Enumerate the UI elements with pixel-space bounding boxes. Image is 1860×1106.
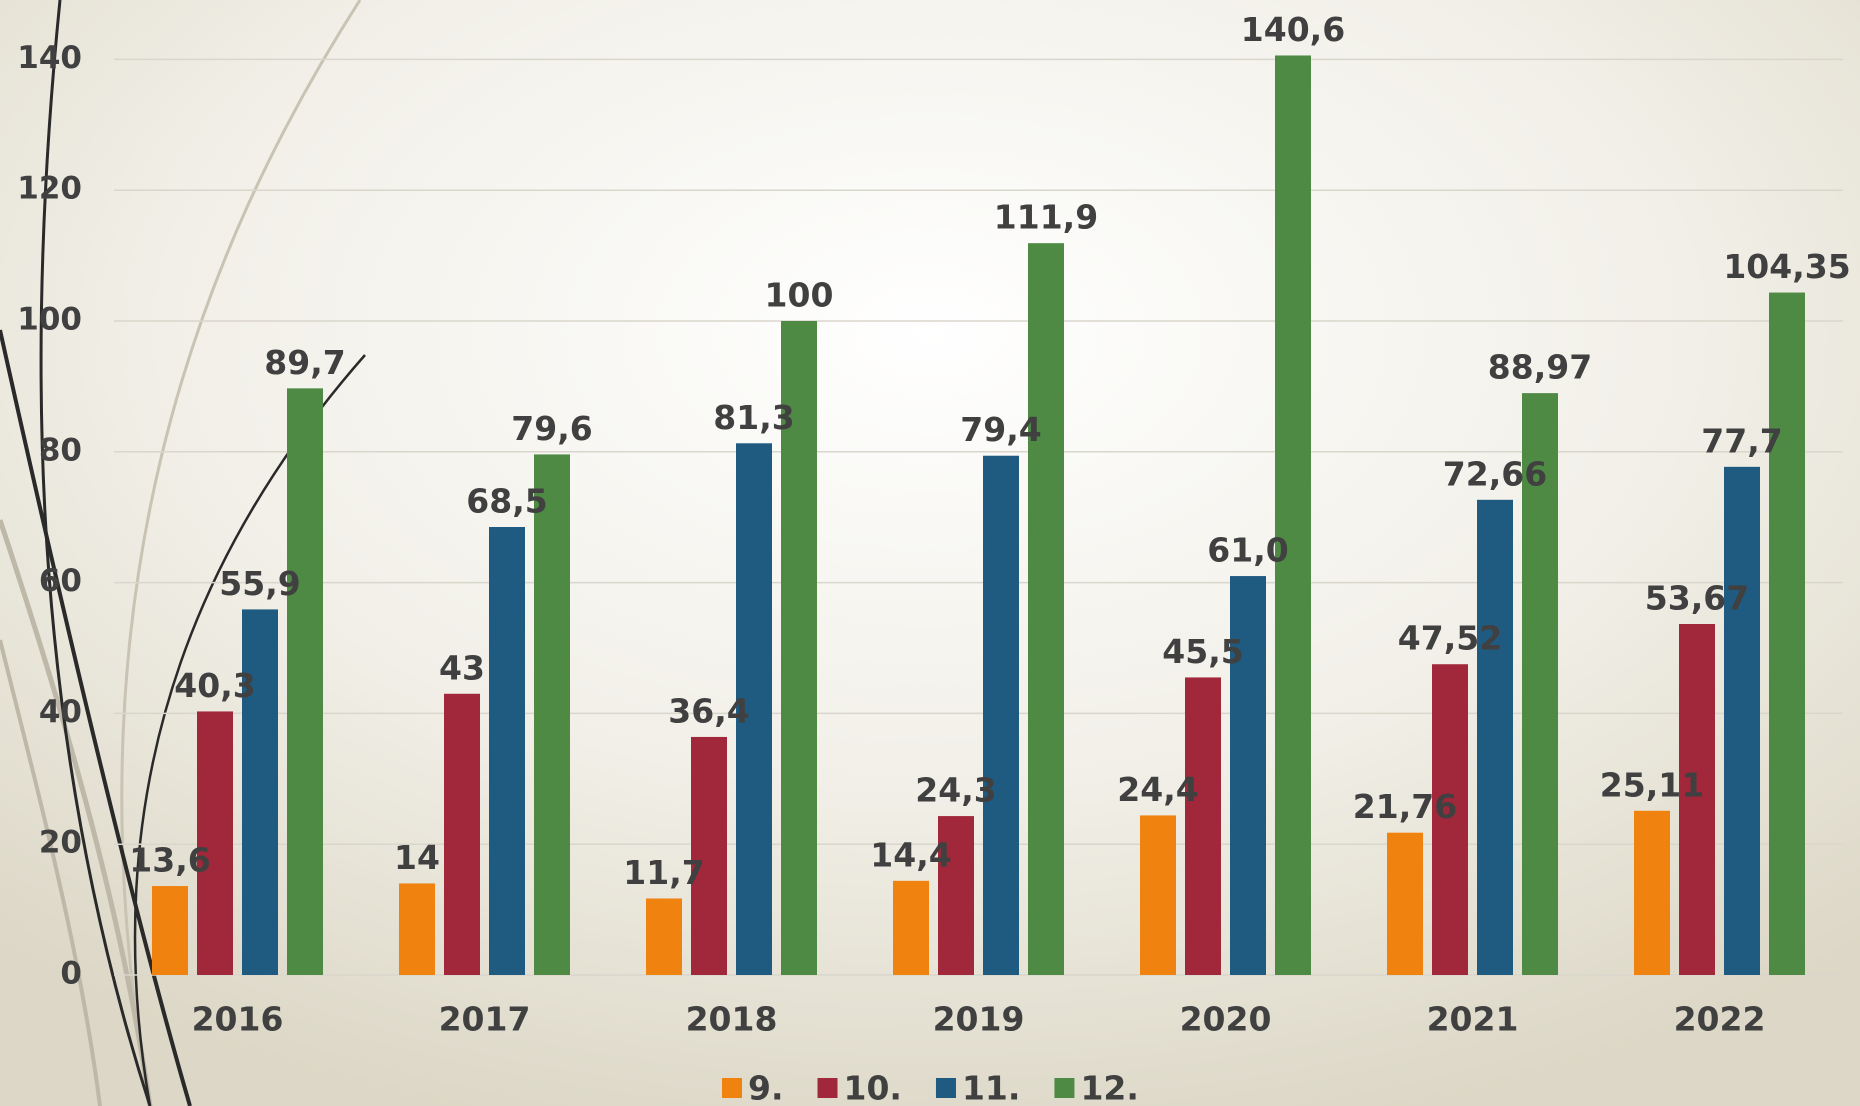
bar bbox=[938, 816, 974, 975]
bar bbox=[1634, 810, 1670, 975]
bar bbox=[1724, 466, 1760, 975]
bar bbox=[399, 883, 435, 975]
x-tick-label: 2016 bbox=[192, 1000, 284, 1039]
legend-swatch bbox=[817, 1078, 838, 1098]
value-label: 43 bbox=[439, 648, 485, 687]
value-label: 100 bbox=[765, 276, 834, 315]
bar bbox=[1140, 815, 1176, 975]
value-label: 81,3 bbox=[713, 398, 794, 437]
bar bbox=[489, 527, 525, 975]
value-label: 140,6 bbox=[1241, 10, 1345, 49]
y-tick-label: 20 bbox=[39, 825, 82, 861]
bar bbox=[1387, 832, 1423, 975]
bar bbox=[1028, 243, 1064, 975]
bar bbox=[1275, 55, 1311, 975]
legend-label: 9. bbox=[748, 1069, 784, 1106]
y-tick-label: 80 bbox=[39, 432, 82, 468]
value-label: 36,4 bbox=[668, 691, 749, 730]
bar bbox=[242, 609, 278, 975]
value-label: 88,97 bbox=[1488, 348, 1592, 387]
bar bbox=[1230, 576, 1266, 975]
x-tick-label: 2018 bbox=[686, 1000, 778, 1039]
y-tick-label: 0 bbox=[60, 956, 82, 992]
bar bbox=[1432, 664, 1468, 975]
value-label: 68,5 bbox=[466, 482, 547, 521]
x-tick-label: 2020 bbox=[1180, 1000, 1272, 1039]
value-label: 13,6 bbox=[129, 841, 210, 880]
value-label: 55,9 bbox=[219, 564, 300, 603]
value-label: 79,4 bbox=[960, 410, 1041, 449]
value-label: 14,4 bbox=[870, 835, 951, 874]
y-tick-label: 40 bbox=[39, 694, 82, 730]
value-label: 25,11 bbox=[1600, 765, 1704, 804]
y-tick-label: 60 bbox=[39, 563, 82, 599]
bar bbox=[1769, 292, 1805, 975]
legend-label: 11. bbox=[962, 1069, 1020, 1106]
bar bbox=[691, 736, 727, 975]
y-tick-label: 140 bbox=[17, 40, 82, 76]
value-label: 47,52 bbox=[1398, 619, 1502, 658]
bar bbox=[444, 693, 480, 975]
bar bbox=[1477, 499, 1513, 975]
value-label: 24,4 bbox=[1117, 770, 1198, 809]
bar bbox=[983, 455, 1019, 975]
value-label: 61,0 bbox=[1207, 531, 1288, 570]
bar bbox=[781, 321, 817, 975]
x-tick-label: 2022 bbox=[1674, 1000, 1766, 1039]
y-tick-label: 120 bbox=[17, 171, 82, 207]
value-label: 53,67 bbox=[1645, 578, 1749, 617]
legend-label: 12. bbox=[1080, 1069, 1138, 1106]
x-tick-label: 2017 bbox=[439, 1000, 531, 1039]
bar bbox=[1522, 393, 1558, 975]
plot: 0 20 40 60 80 100 120 140 2016 2017 2018 2019 2020 20… bbox=[17, 10, 1850, 1106]
legend-label: 10. bbox=[844, 1069, 902, 1106]
bar bbox=[287, 388, 323, 975]
value-label: 40,3 bbox=[174, 666, 255, 705]
bar bbox=[152, 886, 188, 975]
value-label: 21,76 bbox=[1353, 787, 1457, 826]
bar bbox=[1679, 623, 1715, 975]
value-label: 77,7 bbox=[1701, 421, 1782, 460]
value-label: 79,6 bbox=[511, 409, 592, 448]
bar bbox=[534, 454, 570, 975]
value-label: 14 bbox=[394, 838, 440, 877]
value-label: 89,7 bbox=[264, 343, 345, 382]
value-label: 45,5 bbox=[1162, 632, 1243, 671]
bar bbox=[197, 711, 233, 975]
bar bbox=[893, 880, 929, 975]
bar bbox=[736, 443, 772, 976]
value-label: 11,7 bbox=[623, 853, 704, 892]
x-tick-label: 2021 bbox=[1427, 1000, 1519, 1039]
x-tick-label: 2019 bbox=[933, 1000, 1025, 1039]
legend-swatch bbox=[722, 1078, 742, 1098]
bar bbox=[1185, 677, 1221, 975]
bar bbox=[646, 898, 682, 975]
y-tick-label: 100 bbox=[17, 302, 82, 338]
legend-swatch bbox=[1054, 1078, 1075, 1098]
value-label: 104,35 bbox=[1723, 247, 1850, 286]
value-label: 24,3 bbox=[915, 771, 996, 810]
value-label: 111,9 bbox=[994, 198, 1098, 237]
value-label: 72,66 bbox=[1443, 454, 1547, 493]
legend-swatch bbox=[935, 1078, 956, 1098]
